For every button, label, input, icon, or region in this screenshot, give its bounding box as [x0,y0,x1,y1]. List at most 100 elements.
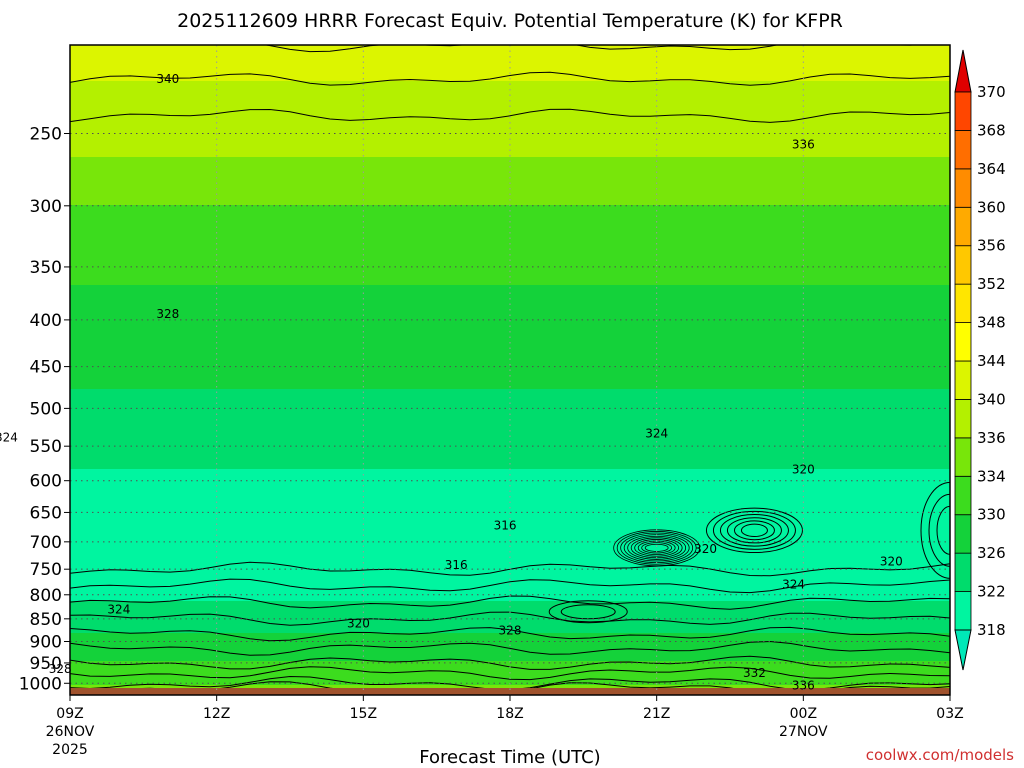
field-band [70,645,950,650]
x-tick-year: 2025 [52,742,88,758]
field-band [70,293,950,298]
contour-label-text: 336 [792,137,815,151]
colorbar-segment [954,168,972,208]
colorbar-label: 334 [977,467,1006,485]
field-band [70,213,950,218]
field-band [70,425,950,430]
field-band [70,361,950,366]
colorbar-segment [954,206,972,247]
closed-contour [705,507,803,554]
x-tick-label: 09Z [56,706,83,722]
colorbar-label: 370 [977,83,1006,101]
colorbar-label: 318 [977,621,1006,639]
colorbar-label: 344 [977,352,1006,370]
field-band [70,273,950,278]
field-band [70,557,950,562]
field-band [70,641,950,646]
field-band [70,569,950,574]
field-band [70,581,950,586]
contour-label-text: 328 [156,307,179,321]
colorbar-label: 356 [977,237,1006,255]
field-band [70,485,950,490]
field-band [70,449,950,454]
closed-contour [920,481,950,579]
field-band [70,573,950,578]
contour-label: 316 [445,558,468,572]
dense-contour [634,539,680,557]
field-band [70,349,950,354]
contour-label-text: 320 [347,616,370,630]
field-band [70,125,950,130]
field-band [70,305,950,310]
field-band [70,117,950,122]
field-band [70,625,950,630]
field-band [70,281,950,286]
field-band [70,501,950,506]
field-band [70,413,950,418]
x-tick-label: 00Z [790,706,817,722]
field-band [70,101,950,106]
field-band [70,257,950,262]
field-band [70,421,950,426]
colorbar-segment [954,475,972,516]
x-tick-label: 03Z [936,706,963,722]
field-band [70,217,950,222]
colorbar-segment [954,283,972,323]
chart-title: 2025112609 HRRR Forecast Equiv. Potentia… [177,10,843,32]
contour-label-text: 328 [49,662,72,676]
field-band [70,653,950,658]
y-axis: 2503003504004505005506006507007508008509… [19,124,70,694]
field-band [70,277,950,282]
field-band [70,377,950,382]
contour-label: 316 [494,519,517,533]
field-band [70,261,950,266]
field-band [70,353,950,358]
field-band [70,389,950,394]
contour-labels: 340 336 328 324 324 320 316 316 320 320 324 324 320 3… [0,72,903,692]
field-band [70,525,950,530]
field-band [70,553,950,558]
contour-label-text: 320 [694,542,717,556]
field-band [70,233,950,238]
field-band [70,237,950,242]
colorbar-label: 326 [977,544,1006,562]
y-tick-label: 600 [30,472,62,492]
field-band [70,205,950,210]
contour-label: 336 [792,137,815,151]
field-band [70,289,950,294]
field-band [70,301,950,306]
field-band [70,85,950,90]
dense-contour [641,542,673,554]
x-axis: 09Z 26NOV 2025 12Z 15Z 18Z 21Z 00Z 27NOV 03Z [46,695,964,758]
y-tick-label: 450 [30,358,62,378]
y-tick-label: 500 [30,399,62,419]
field-band [70,453,950,458]
field-band [70,89,950,94]
surface-terrain [70,688,950,695]
contour-label: 328 [49,662,72,676]
contour-label: 324 [645,427,668,441]
contour-label: 328 [156,307,179,321]
field-band [70,393,950,398]
y-tick-label: 1000 [19,674,62,694]
field-band [70,309,950,314]
contour-label: 320 [880,555,903,569]
field-band [70,81,950,86]
field-band [70,149,950,154]
field-band [70,245,950,250]
closed-contour [712,510,796,550]
field-band [70,177,950,182]
colorbar-label: 336 [977,429,1006,447]
field-band [70,565,950,570]
field-band [70,597,950,602]
closed-contour [719,514,789,547]
y-tick-label: 950 [30,654,62,674]
contour-label: 328 [499,623,522,637]
field-band [70,601,950,606]
field-band [70,141,950,146]
colorbar-segment [954,322,972,362]
field-band [70,497,950,502]
field-band [70,105,950,110]
contour-label-text: 336 [792,679,815,693]
